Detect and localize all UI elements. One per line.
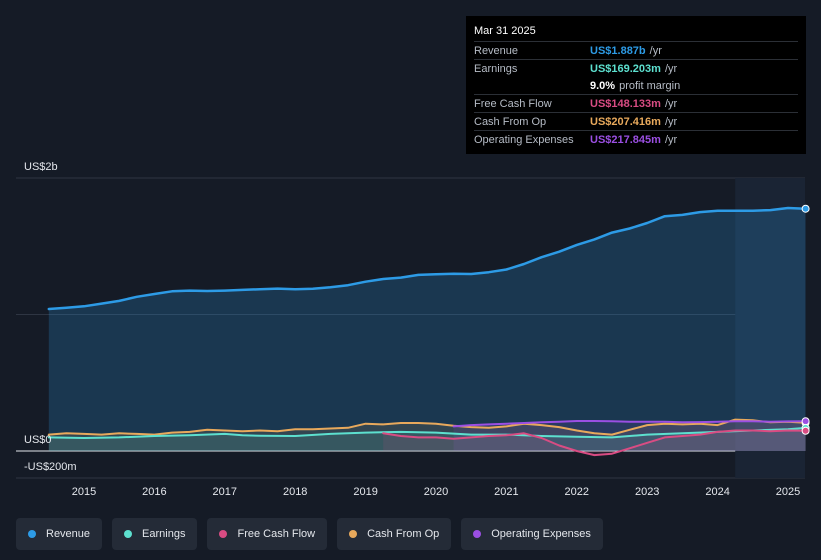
legend-dot-icon	[28, 530, 36, 538]
legend-dot-icon	[219, 530, 228, 538]
endpoint-free-cash-flow	[801, 426, 810, 435]
legend-label: Operating Expenses	[491, 528, 591, 540]
tooltip-label: Earnings	[474, 62, 518, 75]
legend-item-earnings[interactable]: Earnings	[112, 518, 198, 550]
x-axis-labels: 2015 2016 2017 2018 2019 2020 2021 2022 2023 2024…	[72, 486, 800, 498]
x-tick-label: 2022	[565, 486, 589, 498]
legend-label: Revenue	[46, 528, 91, 540]
x-tick-label: 2020	[424, 486, 448, 498]
tooltip-date: Mar 31 2025	[474, 25, 536, 37]
tooltip-unit: profit margin	[619, 79, 681, 92]
legend-item-revenue[interactable]: Revenue	[16, 518, 103, 550]
legend-item-operating-expenses[interactable]: Operating Expenses	[461, 518, 603, 550]
line-cash-from-op	[47, 418, 807, 436]
tooltip-value: 9.0%	[590, 79, 616, 92]
grid-lines	[16, 177, 805, 479]
endpoint-operating-expenses	[801, 417, 810, 426]
x-tick-label: 2019	[353, 486, 377, 498]
y-axis-labels: US$2b US$0 -US$200m	[24, 161, 77, 473]
tooltip-value: US$217.845m	[590, 133, 661, 146]
legend-item-cash-from-op[interactable]: Cash From Op	[337, 518, 452, 550]
x-tick-label: 2021	[494, 486, 518, 498]
y-tick-label-zero: US$0	[24, 434, 52, 446]
tooltip-unit: /yr	[664, 62, 678, 75]
x-tick-label: 2023	[635, 486, 659, 498]
legend-label: Earnings	[142, 528, 186, 540]
x-tick-label: 2018	[283, 486, 307, 498]
series-endpoints	[801, 204, 810, 435]
tooltip-unit: /yr	[649, 44, 662, 57]
tooltip-row-margin: 9.0% profit margin	[474, 77, 798, 94]
y-tick-label-bottom: -US$200m	[24, 461, 77, 473]
line-free-cash-flow	[382, 429, 807, 457]
tooltip-value: US$1.887b	[590, 44, 646, 57]
legend: Revenue Earnings Free Cash Flow Cash Fro…	[16, 518, 603, 550]
tooltip-value: US$207.416m	[590, 115, 661, 128]
tooltip-value: US$148.133m	[590, 97, 661, 110]
legend-label: Free Cash Flow	[237, 528, 316, 540]
legend-dot-icon	[124, 530, 133, 538]
legend-label: Cash From Op	[367, 528, 440, 540]
tooltip-row-earnings: Earnings US$169.203m /yr	[474, 59, 798, 77]
tooltip-label: Operating Expenses	[474, 133, 574, 146]
tooltip-value: US$169.203m	[590, 62, 661, 75]
line-earnings	[47, 426, 807, 439]
line-revenue	[47, 206, 807, 311]
legend-dot-icon	[349, 530, 358, 538]
tooltip-row-fcf: Free Cash Flow US$148.133m /yr	[474, 94, 798, 112]
tooltip-unit: /yr	[664, 97, 678, 110]
x-tick-label: 2024	[705, 486, 729, 498]
tooltip-unit: /yr	[664, 115, 678, 128]
x-tick-label: 2016	[142, 486, 166, 498]
tooltip-label: Revenue	[474, 44, 519, 57]
tooltip-row-opex: Operating Expenses US$217.845m /yr	[474, 130, 798, 148]
x-tick-label: 2025	[776, 486, 800, 498]
tooltip-panel: Mar 31 2025 Revenue US$1.887b /yr Earnin…	[466, 16, 806, 154]
legend-dot-icon	[473, 530, 482, 538]
x-tick-label: 2015	[72, 486, 96, 498]
area-revenue	[48, 208, 806, 451]
tooltip-label: Free Cash Flow	[474, 97, 552, 110]
series-areas	[48, 208, 806, 456]
tooltip-unit: /yr	[664, 133, 678, 146]
tooltip-row-cfo: Cash From Op US$207.416m /yr	[474, 112, 798, 130]
area-earnings	[48, 427, 806, 451]
tooltip-row-revenue: Revenue US$1.887b /yr	[474, 41, 798, 59]
series-lines	[47, 206, 807, 457]
area-cash-from-op	[48, 419, 806, 451]
x-tick-label: 2017	[213, 486, 237, 498]
legend-item-free-cash-flow[interactable]: Free Cash Flow	[207, 518, 328, 550]
endpoint-revenue	[801, 204, 810, 213]
tooltip-label: Cash From Op	[474, 115, 547, 128]
line-operating-expenses	[452, 420, 807, 428]
y-tick-label-top: US$2b	[24, 161, 58, 173]
